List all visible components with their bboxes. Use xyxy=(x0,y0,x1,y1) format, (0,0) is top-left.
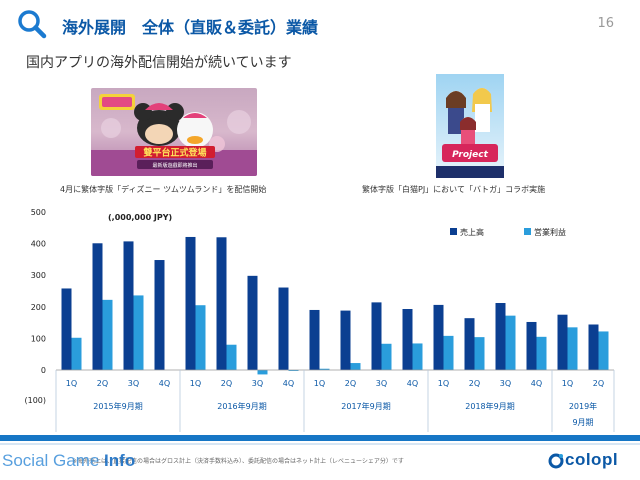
operating-profit-bar xyxy=(598,331,609,370)
y-tick-label: (100) xyxy=(24,396,46,405)
page-number: 16 xyxy=(597,16,614,31)
tsum-tsum-land-banner-image: 雙平台正式登場 最新版遊戲即將推出 xyxy=(91,88,257,176)
revenue-bar xyxy=(371,302,382,370)
revenue-bar xyxy=(309,309,320,370)
svg-text:最新版遊戲即將推出: 最新版遊戲即將推出 xyxy=(152,162,197,169)
operating-profit-bar xyxy=(102,299,113,370)
x-quarter-label: 2Q xyxy=(469,379,480,388)
operating-profit-bar xyxy=(536,336,547,370)
operating-profit-bar xyxy=(133,295,144,370)
revenue-bar xyxy=(495,303,506,370)
operating-profit-bar xyxy=(257,370,268,375)
fiscal-year-label: 2018年9月期 xyxy=(465,401,514,411)
revenue-bar xyxy=(92,243,103,370)
x-quarter-label: 4Q xyxy=(531,379,542,388)
x-quarter-label: 3Q xyxy=(128,379,139,388)
x-quarter-label: 4Q xyxy=(283,379,294,388)
revenue-bar xyxy=(185,236,196,370)
search-icon xyxy=(18,10,47,39)
fiscal-year-label: 2017年9月期 xyxy=(341,401,390,411)
y-tick-label: 400 xyxy=(31,240,46,249)
watermark-text-right: Info xyxy=(104,451,136,470)
svg-text:雙平台正式登場: 雙平台正式登場 xyxy=(143,147,206,159)
chart-legend: 売上高 営業利益 xyxy=(450,227,566,237)
fiscal-year-label: 2019年 xyxy=(569,401,597,411)
x-quarter-label: 4Q xyxy=(159,379,170,388)
x-quarter-label: 2Q xyxy=(97,379,108,388)
x-quarter-label: 3Q xyxy=(376,379,387,388)
slide-header: 海外展開 全体（直販＆委託）業績 16 xyxy=(0,0,640,50)
colopl-logo-text: colopl xyxy=(565,450,619,469)
x-axis-quarter-labels: 1Q 2Q 3Q 4Q 1Q 2Q 3Q 4Q 1Q 2Q 3Q 4Q 1Q 2Q 3Q 4Q 1Q 2Q xyxy=(66,379,604,388)
svg-text:Project: Project xyxy=(452,150,488,160)
x-quarter-label: 1Q xyxy=(190,379,201,388)
y-tick-label: 0 xyxy=(41,366,46,375)
chart-bars xyxy=(61,236,609,375)
footnote: ※海外売上は、直接配信の場合はグロス計上（決済手数料込み）、委託配信の場合はネッ… xyxy=(72,458,404,465)
operating-profit-bar xyxy=(412,343,423,370)
operating-profit-bar xyxy=(567,327,578,370)
social-game-info-watermark: Social Game Info xyxy=(2,451,135,480)
x-quarter-label: 3Q xyxy=(252,379,263,388)
x-quarter-label: 3Q xyxy=(500,379,511,388)
revenue-bar xyxy=(216,237,227,370)
operating-profit-bar xyxy=(288,370,299,371)
revenue-bar xyxy=(247,275,258,370)
revenue-bar xyxy=(278,287,289,370)
revenue-bar xyxy=(433,304,444,370)
y-tick-label: 200 xyxy=(31,303,46,312)
footer-bar-thin xyxy=(0,443,640,445)
caption-battle-girl: 繁体字版「白猫PJ」において「バトガ」コラボ実施 xyxy=(362,185,546,194)
y-tick-label: 300 xyxy=(31,271,46,280)
operating-profit-bar xyxy=(71,337,82,370)
operating-profit-bar xyxy=(381,343,392,370)
fiscal-year-label: 9月期 xyxy=(572,418,593,427)
revenue-bar xyxy=(526,321,537,370)
revenue-bar xyxy=(402,309,413,370)
operating-profit-bar xyxy=(350,363,361,370)
fiscal-year-label: 2015年9月期 xyxy=(93,401,142,411)
battle-girl-collab-poster-image: Project xyxy=(436,74,504,178)
overseas-performance-bar-chart: 500 400 300 200 100 0 (100) (,000,000 JPY) 売上高… xyxy=(24,208,615,432)
y-tick-label: 500 xyxy=(31,208,46,217)
fiscal-year-labels: 2015年9月期 2016年9月期 2017年9月期 2018年9月期 2019年 9月期 xyxy=(93,401,597,427)
x-quarter-label: 1Q xyxy=(314,379,325,388)
operating-profit-bar xyxy=(226,344,237,370)
x-quarter-label: 2Q xyxy=(221,379,232,388)
page-title: 海外展開 全体（直販＆委託）業績 xyxy=(62,18,319,37)
operating-profit-bar xyxy=(319,368,330,370)
legend-label: 営業利益 xyxy=(534,227,566,237)
legend-label: 売上高 xyxy=(460,227,484,237)
colopl-logo-mark-icon xyxy=(548,453,564,469)
y-tick-label: 100 xyxy=(31,334,46,343)
revenue-bar xyxy=(340,310,351,370)
revenue-bar xyxy=(123,241,134,370)
revenue-bar xyxy=(464,318,475,370)
operating-profit-bar xyxy=(505,315,516,370)
revenue-bar xyxy=(61,288,72,370)
y-axis-tick-labels: 500 400 300 200 100 0 (100) xyxy=(24,208,46,405)
legend-swatch xyxy=(524,228,531,235)
x-quarter-label: 2Q xyxy=(593,379,604,388)
x-quarter-label: 1Q xyxy=(562,379,573,388)
legend-swatch xyxy=(450,228,457,235)
caption-tsum-tsum: 4月に繁体字版「ディズニー ツムツムランド」を配信開始 xyxy=(60,185,267,194)
revenue-bar xyxy=(557,314,568,370)
x-quarter-label: 2Q xyxy=(345,379,356,388)
operating-profit-bar xyxy=(195,305,206,370)
watermark-text-left: Social Game xyxy=(2,451,105,470)
chart-unit-label: (,000,000 JPY) xyxy=(108,213,172,222)
revenue-bar xyxy=(154,260,165,370)
fiscal-year-separators xyxy=(55,370,615,432)
operating-profit-bar xyxy=(474,337,485,370)
operating-profit-bar xyxy=(443,335,454,370)
x-quarter-label: 1Q xyxy=(66,379,77,388)
subtitle: 国内アプリの海外配信開始が続いています xyxy=(26,55,292,71)
x-quarter-label: 1Q xyxy=(438,379,449,388)
x-quarter-label: 4Q xyxy=(407,379,418,388)
fiscal-year-label: 2016年9月期 xyxy=(217,401,266,411)
footer-bar xyxy=(0,435,640,441)
revenue-bar xyxy=(588,324,599,370)
